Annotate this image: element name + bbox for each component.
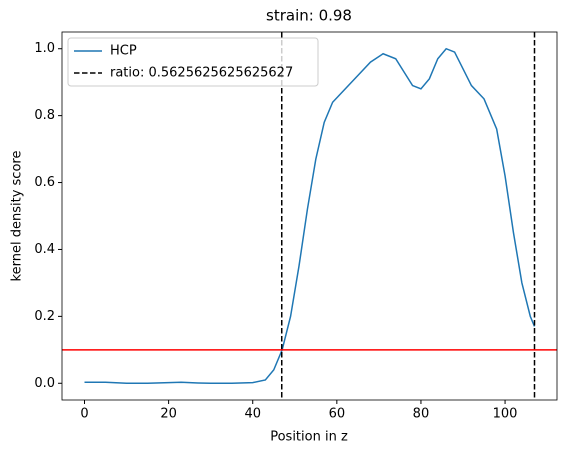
y-tick-label: 0.0 xyxy=(34,376,55,391)
y-tick-label: 0.4 xyxy=(34,242,55,257)
x-tick-label: 100 xyxy=(493,407,518,422)
x-tick-label: 40 xyxy=(244,407,261,422)
y-tick-label: 1.0 xyxy=(34,41,55,56)
x-axis-label: Position in z xyxy=(270,430,348,445)
y-axis-label: kernel density score xyxy=(10,151,25,282)
x-tick-label: 20 xyxy=(160,407,177,422)
line xyxy=(84,47,536,385)
x-tick-label: 60 xyxy=(329,407,346,422)
x-tick-label: 80 xyxy=(413,407,430,422)
legend-box xyxy=(67,37,319,87)
axes-frame xyxy=(61,31,558,401)
y-tick-label: 0.6 xyxy=(34,175,55,190)
y-tick-label: 0.2 xyxy=(34,309,55,324)
chart-title: strain: 0.98 xyxy=(266,7,352,25)
y-tick-label: 0.8 xyxy=(34,108,55,123)
x-tick-label: 0 xyxy=(80,407,88,422)
legend-label: HCP xyxy=(110,44,137,59)
legend-label: ratio: 0.5625625625625627 xyxy=(110,66,293,81)
